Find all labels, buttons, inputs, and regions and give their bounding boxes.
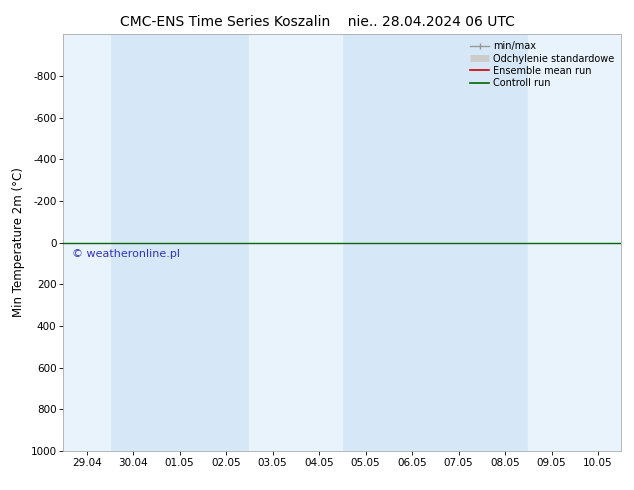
Y-axis label: Min Temperature 2m (°C): Min Temperature 2m (°C) [12,168,25,318]
Bar [249,34,296,451]
Bar [528,34,575,451]
Text: CMC-ENS Time Series Koszalin    nie.. 28.04.2024 06 UTC: CMC-ENS Time Series Koszalin nie.. 28.04… [120,15,514,29]
Text: © weatheronline.pl: © weatheronline.pl [72,249,180,259]
Bar [575,34,621,451]
Legend: min/max, Odchylenie standardowe, Ensemble mean run, Controll run: min/max, Odchylenie standardowe, Ensembl… [468,39,616,90]
Bar [296,34,342,451]
Bar [63,34,110,451]
